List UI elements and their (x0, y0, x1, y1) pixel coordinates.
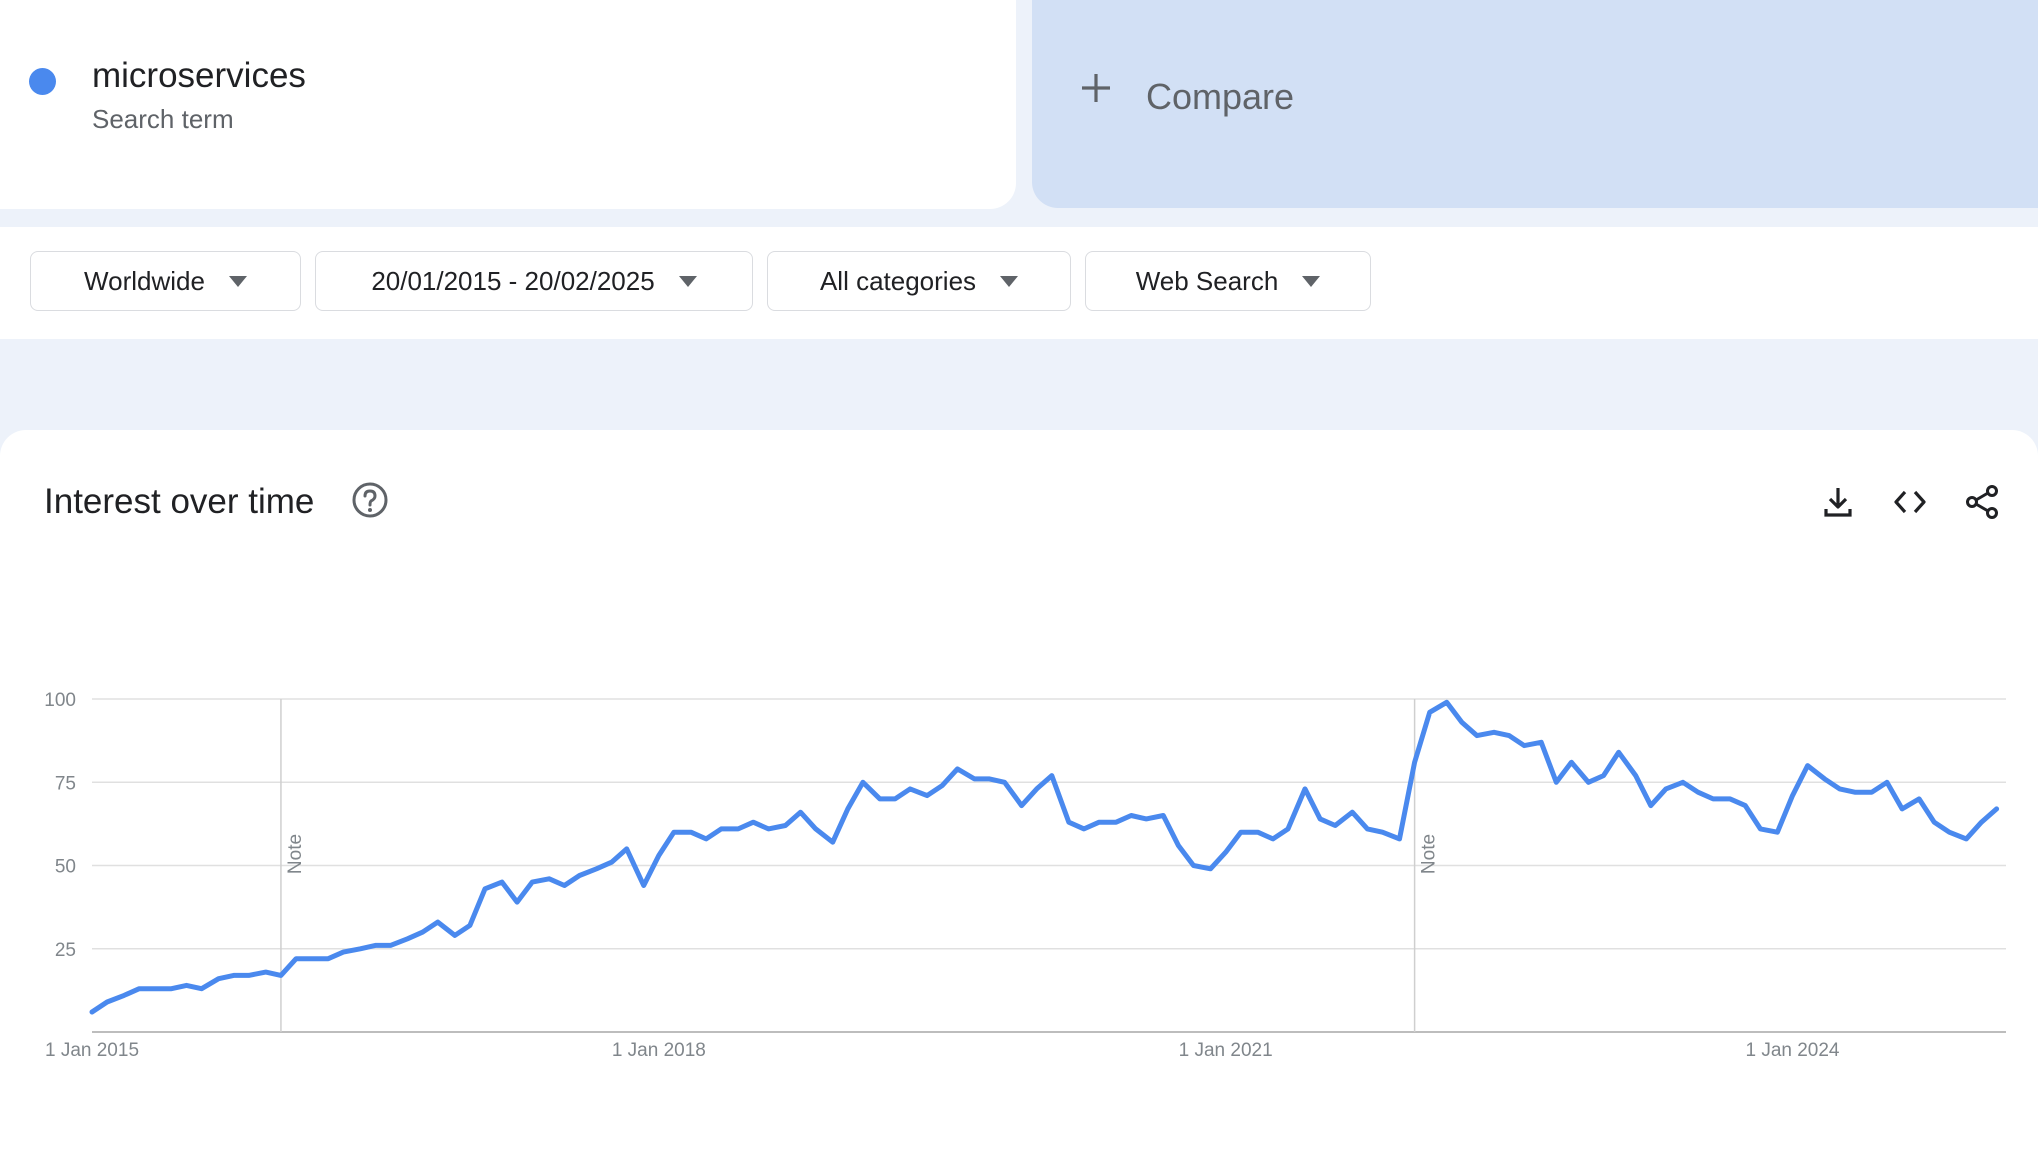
compare-label: Compare (1146, 76, 1295, 117)
share-icon[interactable] (1962, 482, 2002, 522)
search-type-filter-label: Web Search (1135, 265, 1279, 296)
region-filter-label: Worldwide (84, 265, 205, 296)
caret-down-icon (1000, 275, 1019, 287)
category-filter[interactable]: All categories (767, 251, 1071, 311)
interest-over-time-card: Interest over time 25 50 75 100 1 Jan 2015 1 … (0, 430, 2038, 1171)
y-tick-label: 25 (55, 940, 76, 961)
date-range-filter[interactable]: 20/01/2015 - 20/02/2025 (315, 251, 753, 311)
region-filter[interactable]: Worldwide (30, 251, 301, 311)
embed-icon[interactable] (1890, 482, 1930, 522)
term-color-dot (29, 68, 56, 95)
note-label: Note (1419, 834, 1440, 874)
search-term-card[interactable]: microservices Search term (0, 0, 1016, 209)
search-type-filter[interactable]: Web Search (1085, 251, 1371, 311)
y-tick-label: 100 (44, 690, 76, 711)
x-tick-label: 1 Jan 2024 (1745, 1040, 1839, 1061)
note-label: Note (285, 834, 306, 874)
chart-card-title: Interest over time (44, 482, 315, 521)
y-tick-label: 50 (55, 857, 76, 878)
x-tick-label: 1 Jan 2021 (1179, 1040, 1273, 1061)
download-icon[interactable] (1818, 482, 1858, 522)
filter-bar: Worldwide 20/01/2015 - 20/02/2025 All ca… (0, 227, 2038, 339)
y-tick-label: 75 (55, 773, 76, 794)
date-range-filter-label: 20/01/2015 - 20/02/2025 (371, 265, 655, 296)
search-term-subtitle: Search term (92, 104, 234, 134)
compare-button[interactable]: Compare (1032, 0, 2038, 208)
category-filter-label: All categories (819, 265, 977, 296)
caret-down-icon (678, 275, 697, 287)
plus-icon (1082, 74, 1110, 102)
x-tick-label: 1 Jan 2018 (612, 1040, 706, 1061)
search-term-name[interactable]: microservices (92, 56, 306, 95)
series-line (89, 699, 2000, 1015)
caret-down-icon (1302, 275, 1321, 287)
help-icon[interactable] (350, 480, 390, 520)
x-tick-label: 1 Jan 2015 (45, 1040, 139, 1061)
caret-down-icon (228, 275, 247, 287)
interest-chart: 25 50 75 100 1 Jan 2015 1 Jan 2018 1 Jan 2021 1… (44, 690, 2006, 1061)
